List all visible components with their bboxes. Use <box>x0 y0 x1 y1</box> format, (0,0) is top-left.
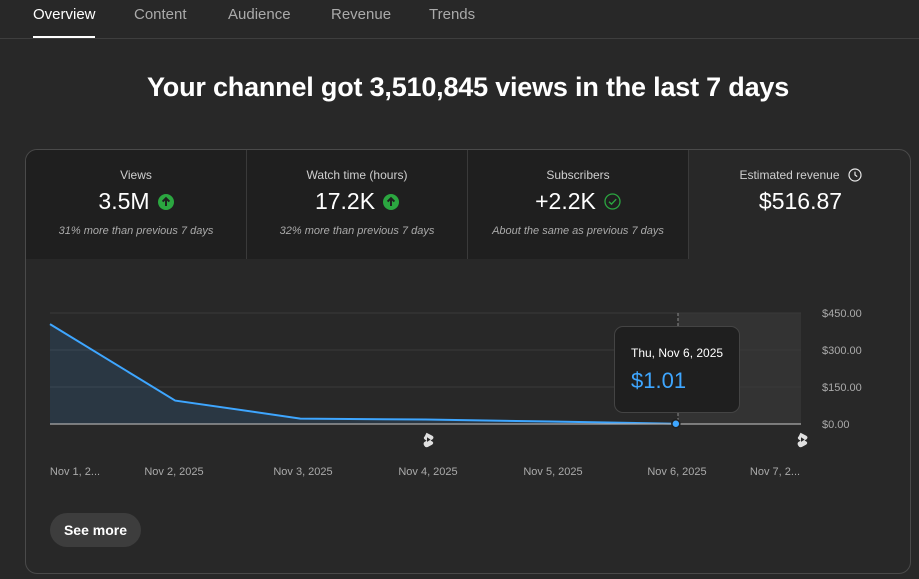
x-tick-label: Nov 6, 2025 <box>647 466 706 478</box>
metric-subscribers[interactable]: Subscribers +2.2K About the same as prev… <box>468 150 689 259</box>
y-tick-label: $450.00 <box>822 308 862 320</box>
page-headline: Your channel got 3,510,845 views in the … <box>146 72 790 102</box>
overview-card: Views 3.5M 31% more than previous 7 days… <box>25 149 911 574</box>
x-tick-label: Nov 3, 2025 <box>273 466 332 478</box>
metric-watch-time[interactable]: Watch time (hours) 17.2K 32% more than p… <box>247 150 468 259</box>
trend-up-icon <box>157 193 174 210</box>
metric-views-label: Views <box>120 168 152 182</box>
x-tick-label: Nov 2, 2025 <box>144 466 203 478</box>
y-tick-label: $300.00 <box>822 345 862 357</box>
x-tick-label: Nov 5, 2025 <box>523 466 582 478</box>
see-more-button[interactable]: See more <box>50 513 141 547</box>
clock-icon[interactable] <box>847 168 862 182</box>
tab-overview[interactable]: Overview <box>33 6 96 23</box>
tooltip-value: $1.01 <box>631 368 687 393</box>
chart-series-line <box>49 323 676 425</box>
active-tab-indicator <box>33 36 95 38</box>
metric-watch-time-label: Watch time (hours) <box>306 168 408 182</box>
metric-revenue-header[interactable]: Estimated revenue <box>689 168 910 182</box>
y-tick-label: $150.00 <box>822 382 862 394</box>
shorts-icon[interactable] <box>423 432 434 448</box>
metric-watch-time-comparison: 32% more than previous 7 days <box>279 225 435 237</box>
tab-audience[interactable]: Audience <box>228 6 291 23</box>
metric-views[interactable]: Views 3.5M 31% more than previous 7 days <box>26 150 247 259</box>
x-tick-label: Nov 7, 2... <box>750 466 800 478</box>
tooltip-date: Thu, Nov 6, 2025 <box>631 346 724 360</box>
metric-views-comparison: 31% more than previous 7 days <box>58 225 214 237</box>
metric-watch-time-value: 17.2K <box>314 188 376 214</box>
metrics-row: Views 3.5M 31% more than previous 7 days… <box>26 150 689 259</box>
trend-up-icon <box>383 193 400 210</box>
metric-revenue-label: Estimated revenue <box>739 168 840 182</box>
metric-subscribers-label: Subscribers <box>546 168 610 182</box>
metric-revenue-value: $516.87 <box>758 188 843 214</box>
check-circle-icon <box>604 193 621 210</box>
tab-content[interactable]: Content <box>134 6 187 23</box>
x-tick-label: Nov 4, 2025 <box>398 466 457 478</box>
metric-subscribers-value: +2.2K <box>535 188 596 214</box>
chart-area <box>50 324 676 424</box>
tab-trends[interactable]: Trends <box>429 6 476 23</box>
y-tick-label: $0.00 <box>822 419 850 431</box>
hover-point <box>671 419 681 429</box>
x-tick-label: Nov 1, 2... <box>50 466 100 478</box>
tab-revenue[interactable]: Revenue <box>331 6 392 23</box>
metric-views-value: 3.5M <box>98 188 150 214</box>
metric-subscribers-comparison: About the same as previous 7 days <box>492 225 664 237</box>
tab-bar: Overview Content Audience Revenue Trends <box>0 0 919 39</box>
chart-tooltip: Thu, Nov 6, 2025 $1.01 <box>614 326 740 413</box>
shorts-icon[interactable] <box>797 432 808 448</box>
